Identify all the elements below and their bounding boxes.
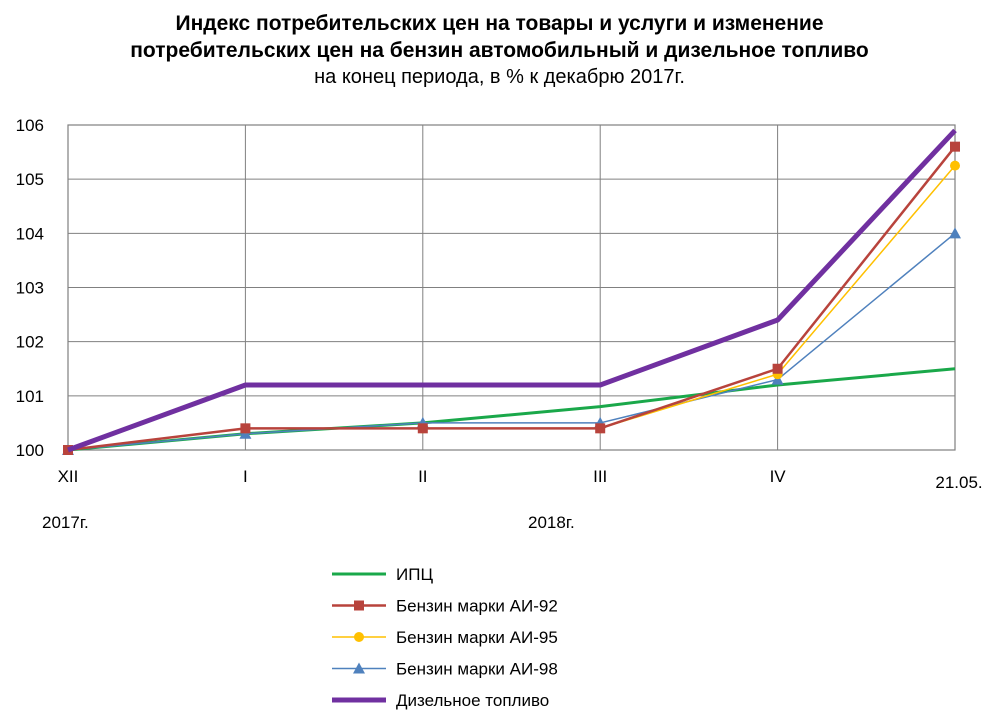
y-tick-label: 104 <box>16 224 44 243</box>
series-line <box>67 232 956 451</box>
data-point <box>949 227 961 239</box>
chart-title-line-2: потребительских цен на бензин автомобиль… <box>130 39 869 62</box>
data-point <box>417 423 428 434</box>
series-line <box>67 128 957 453</box>
legend-label: ИПЦ <box>396 565 433 584</box>
data-point <box>772 363 783 374</box>
year-label-2017: 2017г. <box>42 513 89 532</box>
series-group <box>67 128 957 453</box>
data-point <box>595 423 606 434</box>
chart-title-block: Индекс потребительских цен на товары и у… <box>0 10 999 90</box>
x-tick-label: 21.05. <box>935 473 982 492</box>
x-tick-label: I <box>243 467 248 486</box>
chart-title-line-1: Индекс потребительских цен на товары и у… <box>175 12 824 35</box>
series-line <box>67 145 956 452</box>
legend-label: Бензин марки АИ-98 <box>396 660 558 679</box>
legend-label: Бензин марки АИ-92 <box>396 597 558 616</box>
x-tick-label: IV <box>770 467 787 486</box>
legend-label: Дизельное топливо <box>396 691 549 710</box>
legend-swatch-marker <box>354 632 364 642</box>
data-point <box>950 160 960 171</box>
y-tick-label: 100 <box>16 441 44 460</box>
data-point <box>240 423 251 434</box>
x-tick-label: XII <box>58 467 79 486</box>
chart-subtitle: на конец периода, в % к декабрю 2017г. <box>314 66 685 88</box>
y-tick-label: 105 <box>16 170 44 189</box>
year-label-2018: 2018г. <box>528 513 575 532</box>
y-tick-label: 102 <box>16 333 44 352</box>
legend: ИПЦ Бензин марки АИ-92 Бензин марки АИ-95 Б… <box>332 565 558 710</box>
y-tick-label: 106 <box>16 116 44 135</box>
legend-label: Бензин марки АИ-95 <box>396 628 558 647</box>
legend-swatch-marker <box>353 662 365 674</box>
x-tick-label: III <box>593 467 607 486</box>
y-tick-label: 101 <box>16 387 44 406</box>
y-tick-label: 103 <box>16 279 44 298</box>
x-tick-label: II <box>418 467 427 486</box>
legend-swatch-marker <box>354 600 364 611</box>
data-point <box>950 141 960 152</box>
